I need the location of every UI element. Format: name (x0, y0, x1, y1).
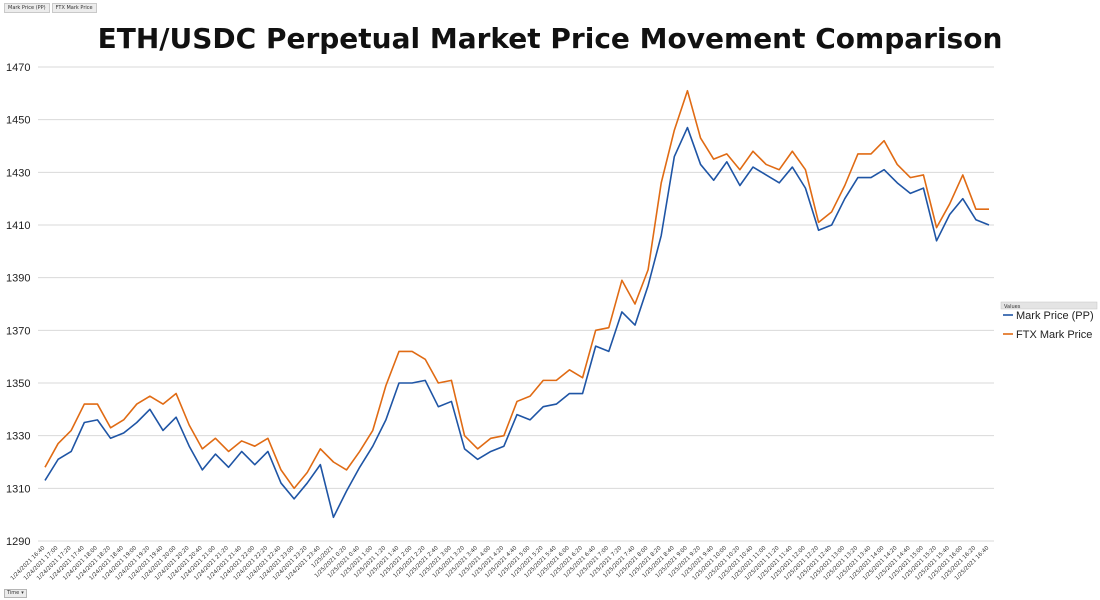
y-tick-label: 1350 (6, 378, 30, 390)
y-tick-label: 1390 (6, 273, 30, 285)
legend-header: Values (1004, 304, 1021, 310)
legend-entry: Mark Price (PP) (1016, 310, 1094, 322)
y-tick-label: 1430 (6, 167, 30, 179)
time-filter-label: Time (7, 590, 20, 596)
legend-header-box (1000, 301, 1098, 310)
y-axis: 1290 1310 1330 1350 1370 1390 1410 1430 1450 1470 (6, 62, 30, 548)
y-tick-label: 1370 (6, 325, 30, 337)
series-line-ftx-mark-price (44, 89, 989, 490)
y-tick-label: 1310 (6, 483, 30, 495)
y-tick-label: 1330 (6, 431, 30, 443)
series-line-mark-price (44, 126, 990, 519)
field-button-mark-price[interactable]: Mark Price (PP) (4, 3, 50, 13)
time-filter-button[interactable]: Time ▾ (4, 589, 27, 598)
field-button-ftx-mark-price[interactable]: FTX Mark Price (51, 3, 97, 13)
legend: Values Mark Price (PP) FTX Mark Price (1000, 301, 1098, 341)
plot-lines (44, 89, 990, 519)
y-tick-label: 1470 (6, 62, 30, 74)
x-axis: 1/24/2021 16:401/24/2021 17:001/24/2021 … (10, 545, 991, 582)
chart-title: ETH/USDC Perpetual Market Price Movement… (98, 22, 1003, 55)
y-tick-label: 1450 (6, 115, 30, 127)
y-tick-label: 1410 (6, 220, 30, 232)
y-tick-label: 1290 (6, 536, 30, 548)
field-buttons: Mark Price (PP) FTX Mark Price (4, 3, 97, 13)
gridlines (38, 66, 994, 542)
dropdown-arrow-icon: ▾ (21, 590, 24, 596)
legend-entry: FTX Mark Price (1016, 329, 1092, 341)
